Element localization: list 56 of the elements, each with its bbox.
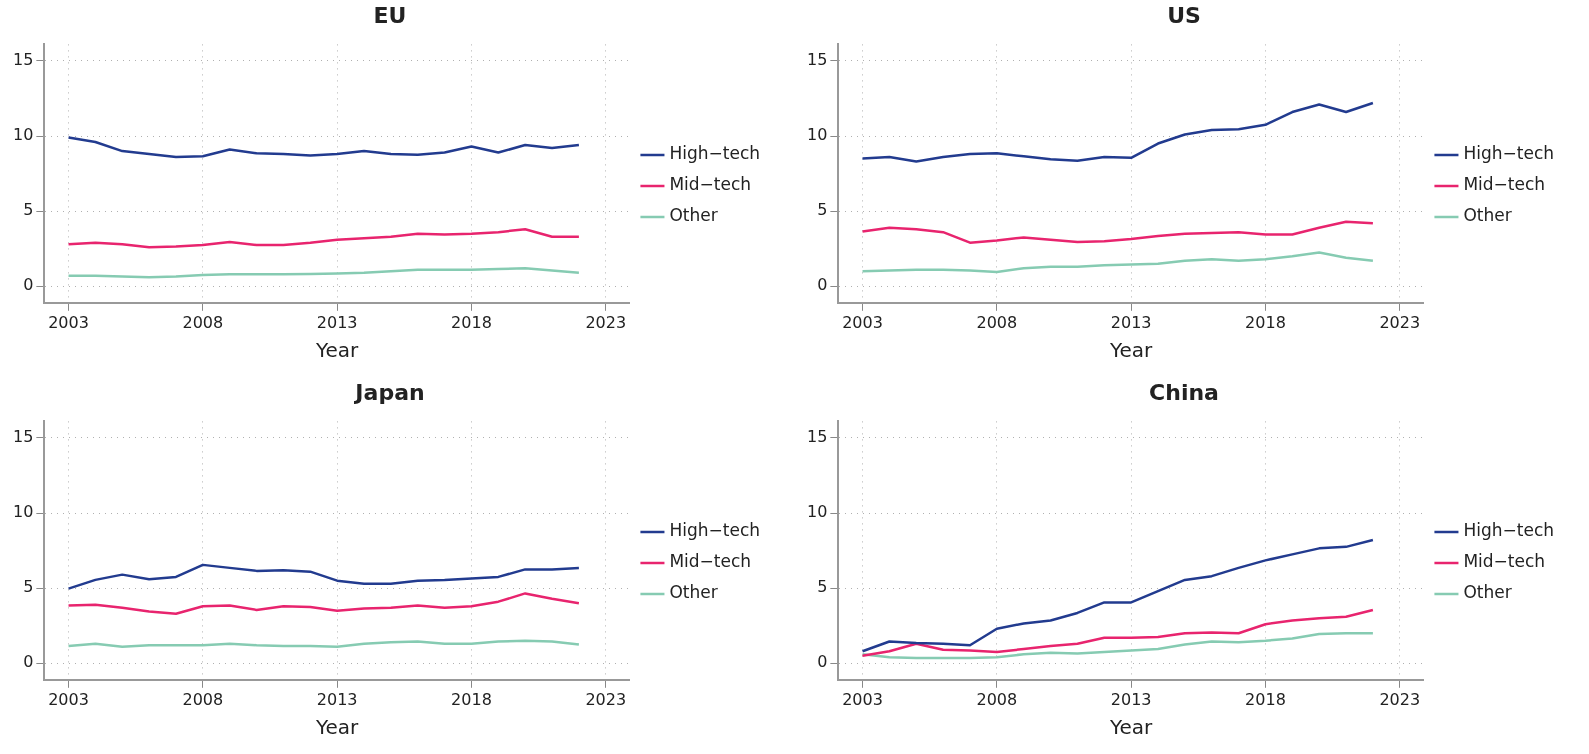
legend-label: Mid−tech — [1463, 551, 1546, 572]
x-tick-label: 2013 — [1110, 312, 1152, 332]
y-tick-label: 0 — [817, 652, 828, 672]
y-tick-label: 15 — [13, 427, 34, 447]
x-tick-label: 2003 — [842, 689, 883, 709]
x-tick-label: 2013 — [1110, 689, 1152, 709]
x-axis-title: Year — [314, 338, 360, 363]
legend-label: Other — [1463, 205, 1512, 226]
x-axis-title: Year — [1108, 338, 1154, 363]
x-tick-label: 2008 — [182, 312, 224, 332]
x-tick-label: 2018 — [1245, 689, 1286, 709]
chart-title: China — [1149, 379, 1219, 405]
chart-title: EU — [373, 2, 407, 28]
legend-label: High−tech — [669, 143, 760, 164]
legend-label: Mid−tech — [669, 551, 752, 572]
x-tick-label: 2008 — [976, 312, 1018, 332]
legend-label: High−tech — [1463, 520, 1554, 541]
chart-title: Japan — [353, 379, 425, 405]
chart-title: US — [1167, 2, 1201, 28]
x-tick-label: 2003 — [48, 312, 89, 332]
x-axis-title: Year — [1108, 715, 1154, 740]
x-tick-label: 2023 — [1379, 312, 1421, 332]
y-tick-label: 5 — [23, 577, 34, 597]
legend-label: Mid−tech — [669, 174, 752, 195]
y-tick-label: 10 — [807, 502, 828, 522]
x-tick-label: 2013 — [316, 312, 358, 332]
y-tick-label: 10 — [13, 502, 34, 522]
x-tick-label: 2003 — [48, 689, 89, 709]
x-tick-label: 2013 — [316, 689, 358, 709]
x-tick-label: 2018 — [451, 312, 492, 332]
y-tick-label: 5 — [817, 200, 828, 220]
x-tick-label: 2008 — [976, 689, 1018, 709]
y-tick-label: 10 — [13, 125, 34, 145]
y-tick-label: 0 — [23, 275, 34, 295]
x-tick-label: 2003 — [842, 312, 883, 332]
y-tick-label: 5 — [23, 200, 34, 220]
y-tick-label: 5 — [817, 577, 828, 597]
legend-label: High−tech — [1463, 143, 1554, 164]
legend-label: Mid−tech — [1463, 174, 1546, 195]
legend-label: High−tech — [669, 520, 760, 541]
x-tick-label: 2023 — [585, 689, 627, 709]
legend-label: Other — [669, 205, 718, 226]
x-tick-label: 2008 — [182, 689, 224, 709]
y-tick-label: 15 — [13, 50, 34, 70]
y-tick-label: 0 — [817, 275, 828, 295]
x-tick-label: 2018 — [1245, 312, 1286, 332]
y-tick-label: 0 — [23, 652, 34, 672]
legend-label: Other — [669, 582, 718, 603]
y-tick-label: 10 — [807, 125, 828, 145]
y-tick-label: 15 — [807, 50, 828, 70]
x-tick-label: 2023 — [585, 312, 627, 332]
legend-label: Other — [1463, 582, 1512, 603]
x-tick-label: 2018 — [451, 689, 492, 709]
x-tick-label: 2023 — [1379, 689, 1421, 709]
y-tick-label: 15 — [807, 427, 828, 447]
x-axis-title: Year — [314, 715, 360, 740]
